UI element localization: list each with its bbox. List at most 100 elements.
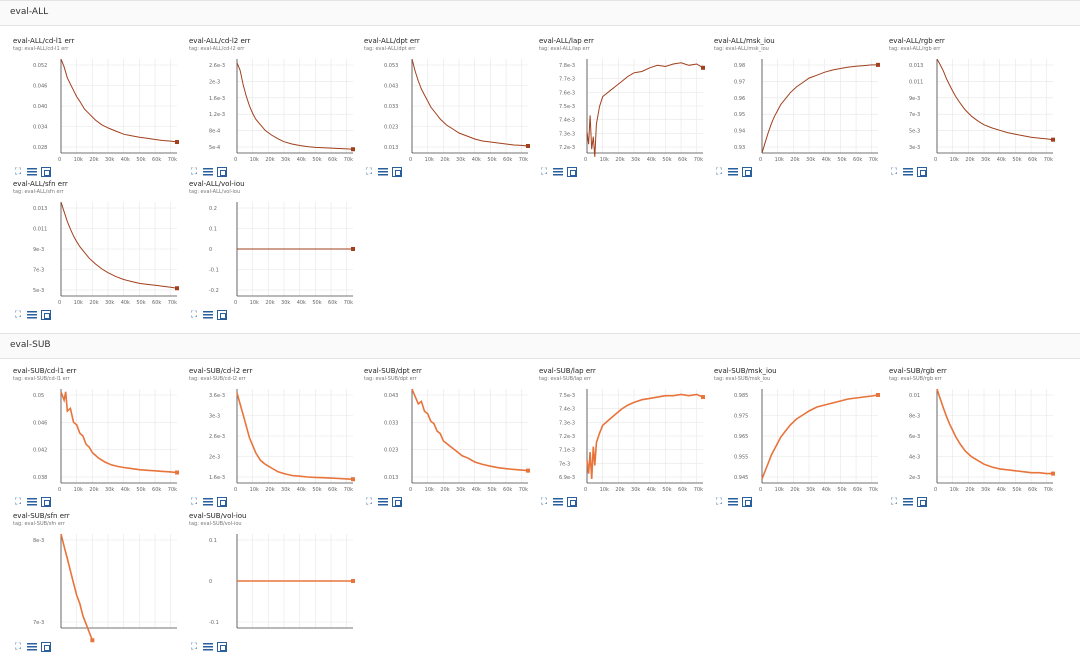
- line-chart[interactable]: 0.01 8e-3 6e-3 4e-3 2e-3 0 10k 20k 30k 40k 50k 60k 7…: [889, 383, 1059, 493]
- data-table-icon[interactable]: [378, 497, 388, 507]
- fullscreen-icon[interactable]: [364, 167, 374, 177]
- y-tick-label: 9e-3: [33, 247, 44, 253]
- fit-domain-icon[interactable]: [392, 497, 402, 507]
- data-table-icon[interactable]: [903, 497, 913, 507]
- y-tick-label: 1.6e-3: [209, 96, 225, 102]
- section-header-all[interactable]: eval-ALL: [0, 0, 1080, 26]
- x-tick-label: 30k: [456, 157, 465, 163]
- line-chart[interactable]: 8e-3 7e-3: [13, 528, 183, 643]
- data-table-icon[interactable]: [27, 167, 37, 177]
- x-tick-label: 60k: [1028, 487, 1037, 493]
- data-table-icon[interactable]: [203, 642, 213, 652]
- y-tick-label: 0.1: [209, 227, 217, 233]
- line-chart[interactable]: 0.043 0.033 0.023 0.013 0 10k 20k 30k 40k 50k 60k 7…: [364, 383, 534, 493]
- line-chart[interactable]: 0.013 0.011 9e-3 7e-3 5e-3 0 10k 20k 30k 40k 50k 60…: [13, 196, 183, 306]
- line-chart[interactable]: 0.2 0.1 0 -0.1 -0.2 0 10k 20k 30k 40k 50k 60k 70k: [189, 196, 359, 306]
- data-table-icon[interactable]: [27, 642, 37, 652]
- data-table-icon[interactable]: [203, 310, 213, 320]
- x-tick-label: 30k: [281, 487, 290, 493]
- line-chart[interactable]: 0.05 0.046 0.042 0.038 0 10k 20k 30k 40k 50k 60k 70…: [13, 383, 183, 493]
- fit-domain-icon[interactable]: [567, 167, 577, 177]
- series-end-marker: [876, 393, 880, 397]
- fullscreen-icon[interactable]: [189, 167, 199, 177]
- line-chart[interactable]: 0.1 0 -0.1: [189, 528, 359, 636]
- x-tick-label: 70k: [168, 300, 177, 306]
- y-tick-label: 7.8e-3: [559, 63, 575, 69]
- fullscreen-icon[interactable]: [189, 642, 199, 652]
- y-tick-label: 6.9e-3: [559, 475, 575, 481]
- chart-toolbar: [714, 167, 752, 179]
- fit-domain-icon[interactable]: [41, 642, 51, 652]
- fit-domain-icon[interactable]: [742, 497, 752, 507]
- series-line: [411, 388, 529, 472]
- section-header-sub[interactable]: eval-SUB: [0, 333, 1080, 359]
- fullscreen-icon[interactable]: [889, 167, 899, 177]
- fit-domain-icon[interactable]: [217, 310, 227, 320]
- x-tick-label: 30k: [281, 300, 290, 306]
- y-tick-label: 7e-3: [909, 112, 920, 118]
- data-table-icon[interactable]: [378, 167, 388, 177]
- fullscreen-icon[interactable]: [189, 497, 199, 507]
- line-chart[interactable]: 3.6e-3 3e-3 2.6e-3 2e-3 1.6e-3 0 10k 20k 30k 40k 5…: [189, 383, 359, 493]
- data-table-icon[interactable]: [27, 497, 37, 507]
- line-chart[interactable]: 2.6e-3 2e-3 1.6e-3 1.2e-3 8e-4 5e-4 0 10k 20k 30k…: [189, 53, 359, 163]
- line-chart[interactable]: 0.985 0.975 0.965 0.955 0.945 0 10k 20k 30k 40k 50…: [714, 383, 884, 493]
- fit-domain-icon[interactable]: [217, 167, 227, 177]
- fit-domain-icon[interactable]: [392, 167, 402, 177]
- series-end-marker: [175, 286, 179, 291]
- fullscreen-icon[interactable]: [714, 167, 724, 177]
- chart-card: eval-SUB/rgb err tag: eval-SUB/rgb err 0.0…: [889, 367, 1061, 517]
- chart-card: eval-SUB/msk_iou tag: eval-SUB/msk_iou 0.9…: [714, 367, 886, 517]
- x-tick-label: 20k: [89, 157, 98, 163]
- y-tick-label: 0.97: [734, 79, 745, 85]
- y-tick-label: 7.2e-3: [559, 145, 575, 151]
- data-table-icon[interactable]: [903, 167, 913, 177]
- chart-card: eval-ALL/cd-l1 err tag: eval-ALL/cd-l1 er…: [13, 37, 185, 187]
- fit-domain-icon[interactable]: [217, 642, 227, 652]
- data-table-icon[interactable]: [728, 167, 738, 177]
- fit-domain-icon[interactable]: [41, 497, 51, 507]
- fit-domain-icon[interactable]: [41, 310, 51, 320]
- data-table-icon[interactable]: [203, 167, 213, 177]
- line-chart[interactable]: 0.053 0.043 0.033 0.023 0.013 0 10k 20k 30k 40k 50…: [364, 53, 534, 163]
- line-chart[interactable]: 7.5e-3 7.4e-3 7.3e-3 7.2e-3 7.1e-3 7e-3 6.9e-3…: [539, 383, 709, 493]
- line-chart[interactable]: 0.052 0.046 0.040 0.034 0.028 0 10k 20k 30k 40k 50…: [13, 53, 183, 163]
- x-tick-label: 60k: [152, 300, 161, 306]
- line-chart[interactable]: 7.8e-3 7.7e-3 7.6e-3 7.5e-3 7.4e-3 7.3e-3 7.2e…: [539, 53, 709, 163]
- line-chart[interactable]: 0.013 0.011 9e-3 7e-3 5e-3 3e-3 0 10k 20k 30k 40k 5…: [889, 53, 1059, 163]
- line-chart[interactable]: 0.98 0.97 0.96 0.95 0.94 0.93 0 10k 20k 30k 40k 50k…: [714, 53, 884, 163]
- x-tick-label: 30k: [281, 157, 290, 163]
- fullscreen-icon[interactable]: [889, 497, 899, 507]
- data-table-icon[interactable]: [203, 497, 213, 507]
- data-table-icon[interactable]: [728, 497, 738, 507]
- x-tick-label: 40k: [822, 487, 831, 493]
- data-table-icon[interactable]: [27, 310, 37, 320]
- fit-domain-icon[interactable]: [567, 497, 577, 507]
- y-tick-label: 7e-3: [559, 461, 570, 467]
- y-tick-label: 0: [209, 247, 212, 253]
- series-line: [936, 388, 1053, 475]
- chart-tag: tag: eval-ALL/cd-l2 err: [189, 46, 245, 52]
- series-end-marker: [701, 395, 705, 400]
- y-tick-label: 0.965: [734, 434, 748, 440]
- data-table-icon[interactable]: [553, 167, 563, 177]
- chart-card: eval-ALL/lap err tag: eval-ALL/lap err 7.8…: [539, 37, 711, 187]
- fullscreen-icon[interactable]: [539, 497, 549, 507]
- fit-domain-icon[interactable]: [917, 167, 927, 177]
- fullscreen-icon[interactable]: [714, 497, 724, 507]
- fullscreen-icon[interactable]: [13, 642, 23, 652]
- fit-domain-icon[interactable]: [917, 497, 927, 507]
- fullscreen-icon[interactable]: [539, 167, 549, 177]
- fullscreen-icon[interactable]: [189, 310, 199, 320]
- fullscreen-icon[interactable]: [13, 310, 23, 320]
- fit-domain-icon[interactable]: [217, 497, 227, 507]
- fullscreen-icon[interactable]: [364, 497, 374, 507]
- data-table-icon[interactable]: [553, 497, 563, 507]
- fit-domain-icon[interactable]: [742, 167, 752, 177]
- x-tick-label: 30k: [456, 487, 465, 493]
- x-tick-label: 20k: [265, 300, 274, 306]
- fullscreen-icon[interactable]: [13, 497, 23, 507]
- fit-domain-icon[interactable]: [41, 167, 51, 177]
- y-tick-label: 0.98: [734, 63, 745, 69]
- fullscreen-icon[interactable]: [13, 167, 23, 177]
